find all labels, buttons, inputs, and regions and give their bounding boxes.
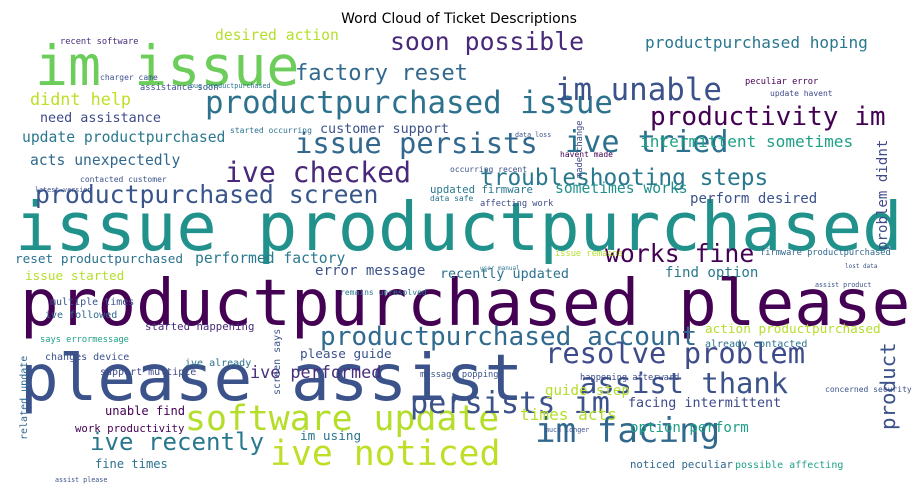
word: ive checked	[225, 156, 411, 189]
word: noticed peculiar	[630, 458, 734, 471]
word: started happening	[145, 320, 254, 333]
word: resolve problem	[545, 336, 805, 370]
word: issue remains	[555, 249, 623, 259]
word: support multiple	[100, 367, 196, 378]
word: says errormessage	[40, 335, 129, 345]
word: ive tried	[565, 125, 729, 160]
word: please guide	[300, 346, 392, 361]
word: guide step	[545, 383, 630, 399]
word: works fine	[605, 239, 754, 268]
word: happening afterward	[580, 373, 679, 383]
word: latest version	[35, 186, 91, 194]
word: please assist	[20, 341, 523, 416]
word: troubleshooting steps	[480, 165, 768, 191]
word: productpurchased issue	[205, 85, 613, 121]
word: charger came	[100, 73, 158, 82]
word: productpurchased screen	[35, 180, 378, 209]
word: remains unresolved	[340, 288, 427, 297]
word: error message	[315, 263, 425, 279]
word: update havent	[770, 89, 833, 98]
word: ive followed	[45, 310, 117, 321]
word: recently updated	[440, 267, 569, 282]
word: assist product	[815, 281, 871, 289]
word: didnt help	[30, 89, 131, 109]
word: affecting work	[480, 199, 554, 209]
word: im issue	[35, 34, 299, 98]
word: reset productpurchased	[15, 251, 183, 266]
word: find option	[665, 265, 758, 281]
word: option perform	[630, 420, 749, 436]
word: soon possible	[390, 27, 584, 56]
word: acts unexpectedly	[30, 152, 180, 169]
word: screen says	[272, 329, 283, 395]
word: im facing	[535, 411, 720, 451]
chart-title: Word Cloud of Ticket Descriptions	[341, 11, 577, 27]
word: performed factory	[195, 250, 345, 267]
word: productpurchased account	[320, 322, 697, 352]
word: started occurring	[230, 126, 312, 135]
word: changes device	[45, 352, 129, 363]
word: message popping	[420, 370, 498, 380]
word: assistance soon	[140, 83, 218, 93]
word: need assistance	[40, 111, 161, 126]
word: peculiar error	[745, 77, 818, 87]
word: data loss	[515, 131, 551, 139]
word: issue persists	[295, 126, 538, 160]
word: data safe	[430, 194, 474, 203]
word: update productpurchased	[22, 129, 225, 146]
word: im using	[300, 428, 361, 443]
word: issue started	[25, 268, 124, 283]
word: facing intermittent	[628, 396, 781, 411]
word: ive already	[185, 358, 251, 369]
word: ive performed	[250, 362, 381, 382]
word: possible affecting	[735, 460, 843, 471]
word: user manual	[480, 265, 520, 272]
word: much longer	[545, 426, 589, 434]
word: firmware productpurchased	[760, 248, 891, 258]
word: concerned security	[825, 385, 912, 394]
word: assist thank	[580, 366, 788, 400]
word: factory reset	[295, 60, 468, 86]
word: persists im	[410, 386, 610, 421]
word: lost data	[845, 263, 878, 270]
word: made change	[575, 120, 585, 178]
word: unable find	[105, 404, 185, 418]
word: software update	[185, 399, 499, 439]
word: problem didnt	[875, 140, 891, 250]
word: perform desired	[690, 191, 817, 207]
word: already contacted	[705, 339, 807, 350]
word: sometimes works	[555, 180, 688, 197]
word: fine times	[95, 457, 168, 471]
word: havent made	[560, 150, 613, 159]
word: occurring recent	[450, 165, 527, 174]
word: bug productpurchased	[190, 82, 271, 90]
word: productpurchased please	[20, 266, 910, 341]
word: updated firmware	[430, 183, 533, 196]
word: issue productpurchased	[15, 188, 902, 266]
word: product	[876, 342, 900, 430]
word: multiple times	[50, 297, 134, 308]
word: ive noticed	[270, 434, 500, 474]
word: work productivity	[75, 422, 185, 435]
word: im unable	[555, 72, 722, 108]
word: assist please	[55, 476, 107, 484]
word: recent software	[60, 37, 138, 47]
word: action productpurchased	[705, 321, 881, 336]
word: intermittent sometimes	[640, 132, 853, 151]
word: productpurchased hoping	[645, 33, 868, 52]
word: customer support	[320, 122, 449, 137]
word: related update	[19, 356, 30, 440]
word: times acts	[520, 405, 617, 424]
word: productivity im	[650, 102, 886, 132]
word: contacted customer	[80, 175, 167, 184]
word: desired action	[215, 27, 339, 44]
word: ive recently	[90, 428, 264, 456]
